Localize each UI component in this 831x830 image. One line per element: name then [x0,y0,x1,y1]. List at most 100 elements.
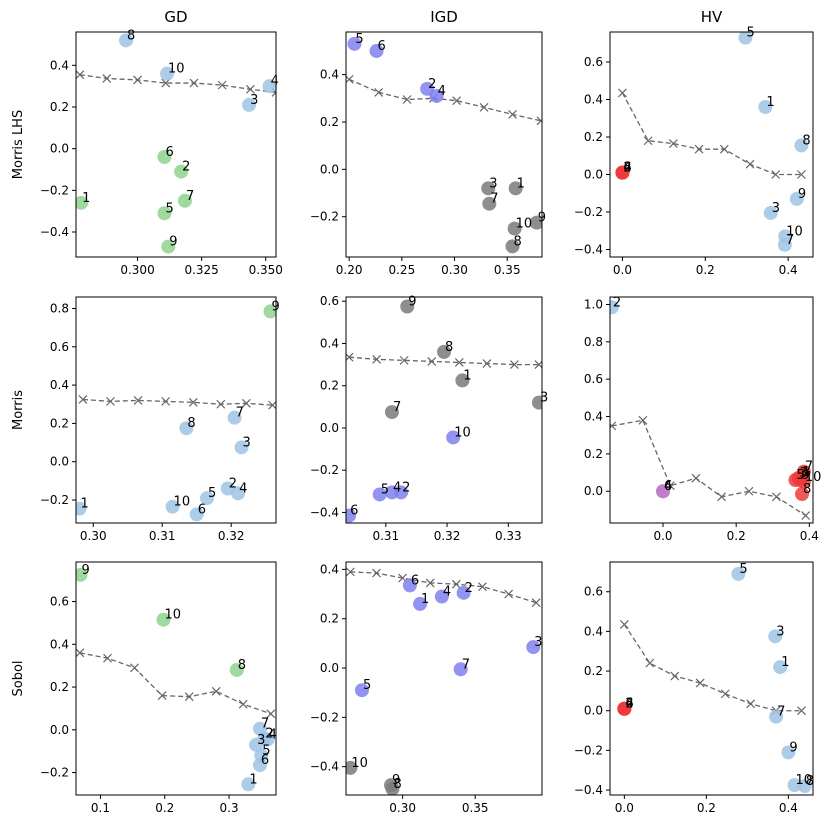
plot-frame [345,296,543,524]
x-tick: 0.2 [696,257,715,277]
front-marker [801,511,811,520]
point-label: 6 [261,753,269,768]
data-point [189,507,204,522]
y-tick: −0.2 [574,743,610,757]
chart-title: GD [164,8,187,26]
plot-area [610,300,811,520]
y-tick-label: 0.2 [50,416,69,430]
row-label: Morris [11,390,26,430]
y-tick: −0.2 [574,205,610,219]
point-label: 3 [257,733,265,748]
point-label: 6 [664,479,672,494]
front-marker [508,109,517,119]
y-tick-label: −0.4 [310,505,339,519]
data-point [794,138,809,153]
y-tick-label: 0.6 [584,55,603,69]
front-marker [717,492,726,502]
data-point [796,474,811,489]
data-point [160,66,175,81]
x-tick-label: 0.2 [697,801,716,815]
chart-panel-5: 0.31 0.32 0.33 −0.4 −0.2 0.0 0.2 0.4 0.6 1 2 3 45 6 7 8… [310,294,548,543]
point-label: 2 [625,697,633,712]
y-tick-label: −0.2 [310,463,339,477]
front-marker [184,692,194,702]
front-marker [454,358,464,367]
y-tick: 0.2 [50,680,76,694]
x-tick: 0.2 [727,523,746,543]
chart-panel-8: 0.30 0.35 −0.4 −0.2 0.0 0.2 0.4 1 2 3 4 5 6 7 89 10 [310,561,543,815]
y-tick-label: 0.0 [320,661,339,675]
x-tick: 0.25 [388,257,415,277]
chart-title: HV [701,8,723,26]
x-tick: 0.35 [494,257,521,277]
front-marker [374,87,384,97]
data-point [369,43,384,58]
y-tick: 0.6 [584,55,610,69]
y-tick: 0.0 [50,723,76,737]
x-tick-label: 0.0 [653,529,672,543]
y-tick: 0.0 [50,455,76,469]
data-point [242,97,257,112]
point-label: 5 [796,468,804,483]
front-marker [771,170,781,179]
data-point [174,164,189,179]
y-tick-label: 0.4 [320,68,339,82]
y-tick-label: −0.2 [574,743,603,757]
point-label: 8 [445,340,453,355]
x-tick-label: 0.25 [388,263,415,277]
x-tick-label: 0.2 [155,801,174,815]
point-label: 4 [438,84,446,99]
point-label: 6 [350,504,358,519]
point-label: 10 [168,62,185,77]
point-label: 5 [746,26,754,41]
y-tick: 0.2 [50,100,76,114]
front-marker [76,70,85,80]
y-tick-label: 0.6 [50,595,69,609]
front-marker [510,360,519,370]
front-marker [668,139,678,148]
chart-panel-7: Sobol 0.1 0.2 0.3 −0.2 0.0 0.2 0.4 0.6 1 23 456 7 8 9 1… [11,561,277,815]
point-label: 4 [393,480,401,495]
data-point [252,758,267,773]
front-marker [245,84,255,94]
point-label: 8 [803,482,811,497]
y-tick: −0.2 [310,463,346,477]
plot-area [615,32,809,252]
point-label: 10 [796,773,813,788]
point-label: 5 [165,201,173,216]
data-point [615,165,630,180]
point-label: 9 [798,187,806,202]
point-label: 3 [772,201,780,216]
point-label: 4 [623,161,631,176]
front-marker [797,706,806,716]
y-tick: 0.4 [320,336,346,350]
front-marker [133,395,143,405]
y-tick-label: 0.2 [320,612,339,626]
point-label: 10 [786,224,803,239]
point-label: 7 [462,657,470,672]
data-point [789,191,804,206]
point-label: 2 [613,295,621,310]
point-label: 1 [517,176,525,191]
y-tick: 0.2 [584,130,610,144]
point-label: 3 [776,624,784,639]
front-marker [238,699,248,709]
data-point [384,485,399,500]
plot-frame [345,561,543,796]
point-label: 1 [802,465,810,480]
front-marker [504,589,514,599]
y-tick-label: 0.0 [584,704,603,718]
front-line [79,74,276,94]
point-label: 1 [82,191,90,206]
point-label: 7 [261,717,269,732]
front-marker [402,95,412,104]
point-label: 7 [777,705,785,720]
data-point [157,206,172,221]
front-marker [694,144,704,154]
data-point [200,491,215,506]
y-tick-label: 0.4 [50,378,69,392]
y-tick-label: 0.2 [584,664,603,678]
y-tick: 0.4 [320,68,346,82]
y-tick-label: 0.4 [50,637,69,651]
x-tick: 0.32 [218,523,245,543]
